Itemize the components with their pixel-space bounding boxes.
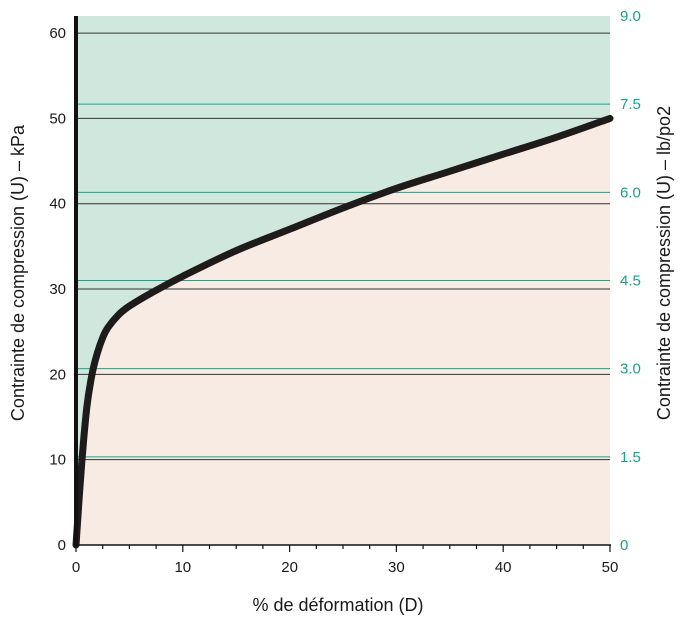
y-right-tick-label: 9.0 [620, 8, 641, 25]
x-tick-label: 20 [281, 559, 298, 576]
x-axis-ticks: 0 10 20 30 40 50 [72, 545, 619, 576]
y-right-tick-label: 7.5 [620, 96, 641, 113]
y-axis-ticks: 0 10 20 30 40 50 60 [49, 25, 66, 554]
y-right-axis-title: Contrainte de compression (U) – lb/po2 [654, 106, 674, 420]
x-tick-label: 40 [495, 559, 512, 576]
right-grid [76, 103, 610, 458]
y-tick-label: 10 [49, 452, 66, 469]
y-right-tick-label: 3.0 [620, 361, 641, 378]
y-right-axis-ticks: 0 1.5 3.0 4.5 6.0 7.5 9.0 [620, 8, 641, 554]
y-right-tick-label: 4.5 [620, 273, 641, 290]
y-right-tick-label: 6.0 [620, 184, 641, 201]
y-tick-label: 40 [49, 196, 66, 213]
lower-region-fill [76, 118, 610, 545]
x-tick-label: 50 [602, 559, 619, 576]
y-tick-label: 0 [58, 537, 66, 554]
y-right-tick-label: 1.5 [620, 449, 641, 466]
y-axis-title: Contrainte de compression (U) – kPa [8, 124, 28, 421]
y-tick-label: 50 [49, 110, 66, 127]
y-tick-label: 20 [49, 366, 66, 383]
x-tick-label: 10 [174, 559, 191, 576]
x-tick-label: 0 [72, 559, 80, 576]
x-tick-label: 30 [388, 559, 405, 576]
y-tick-label: 60 [49, 25, 66, 42]
y-right-tick-label: 0 [620, 537, 628, 554]
x-axis-title: % de déformation (D) [252, 595, 423, 615]
series-curve [72, 114, 614, 549]
y-tick-label: 30 [49, 281, 66, 298]
